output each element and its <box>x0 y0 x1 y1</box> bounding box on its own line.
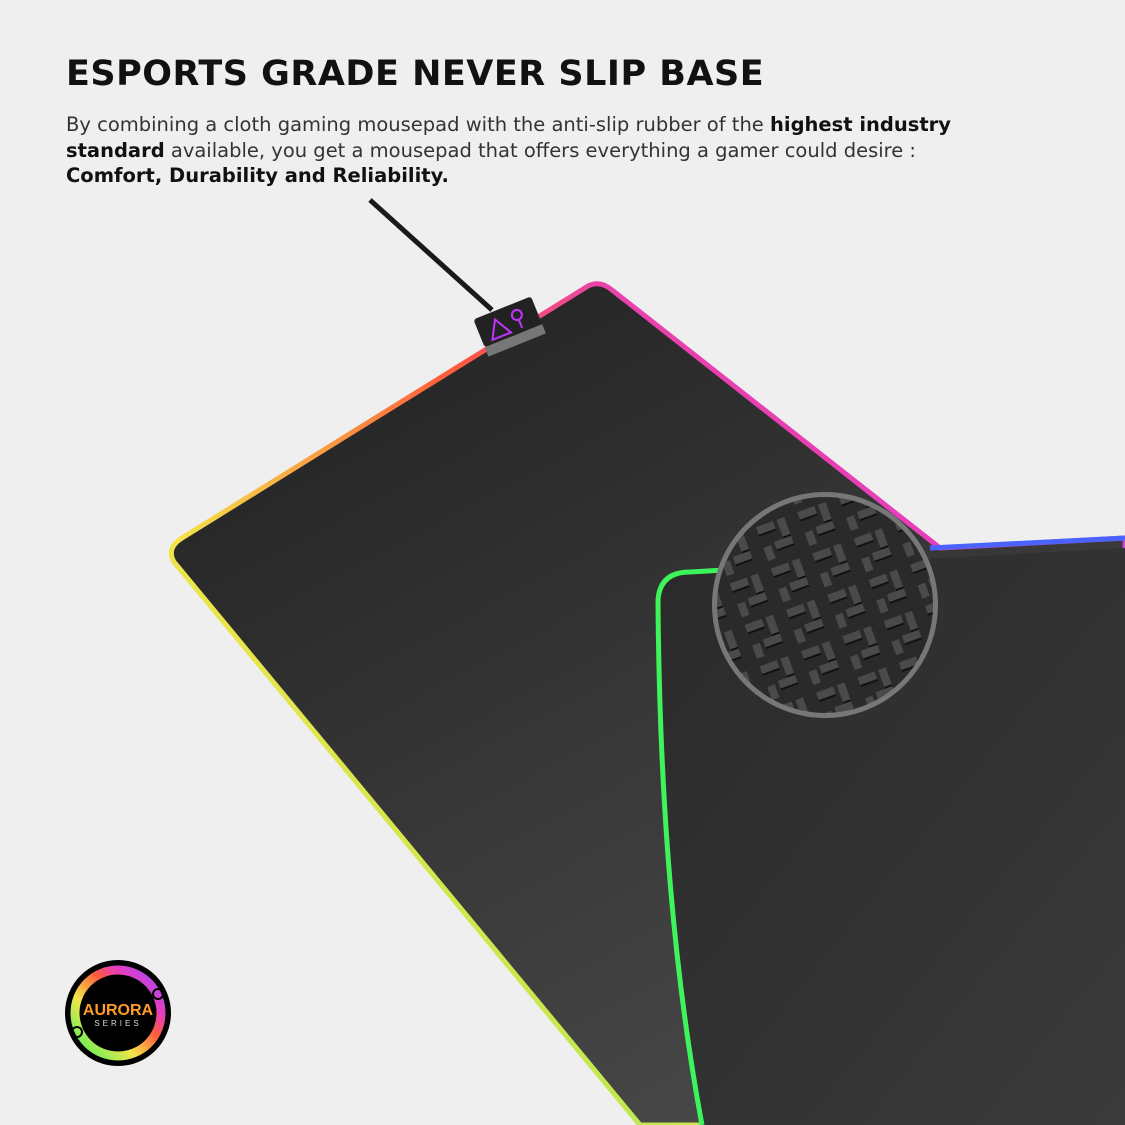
rgb-edge-green <box>655 567 726 1125</box>
description-bold-2: Comfort, Durability and Reliability. <box>66 164 449 187</box>
usb-cable <box>368 198 494 312</box>
badge-sub: SERIES <box>94 1019 141 1028</box>
description: By combining a cloth gaming mousepad wit… <box>66 112 966 189</box>
description-text-1: By combining a cloth gaming mousepad wit… <box>66 113 770 136</box>
badge-brand: AURORA <box>83 1002 154 1019</box>
rgb-edge-blue <box>929 535 1125 551</box>
texture-zoom-circle <box>712 492 938 718</box>
description-text-2: available, you get a mousepad that offer… <box>164 138 917 162</box>
headline: ESPORTS GRADE NEVER SLIP BASE <box>66 54 765 94</box>
description-bold-1: highest industry standard <box>66 113 952 162</box>
usb-connector <box>474 297 546 357</box>
aurora-series-badge: AURORA SERIES <box>65 960 171 1066</box>
